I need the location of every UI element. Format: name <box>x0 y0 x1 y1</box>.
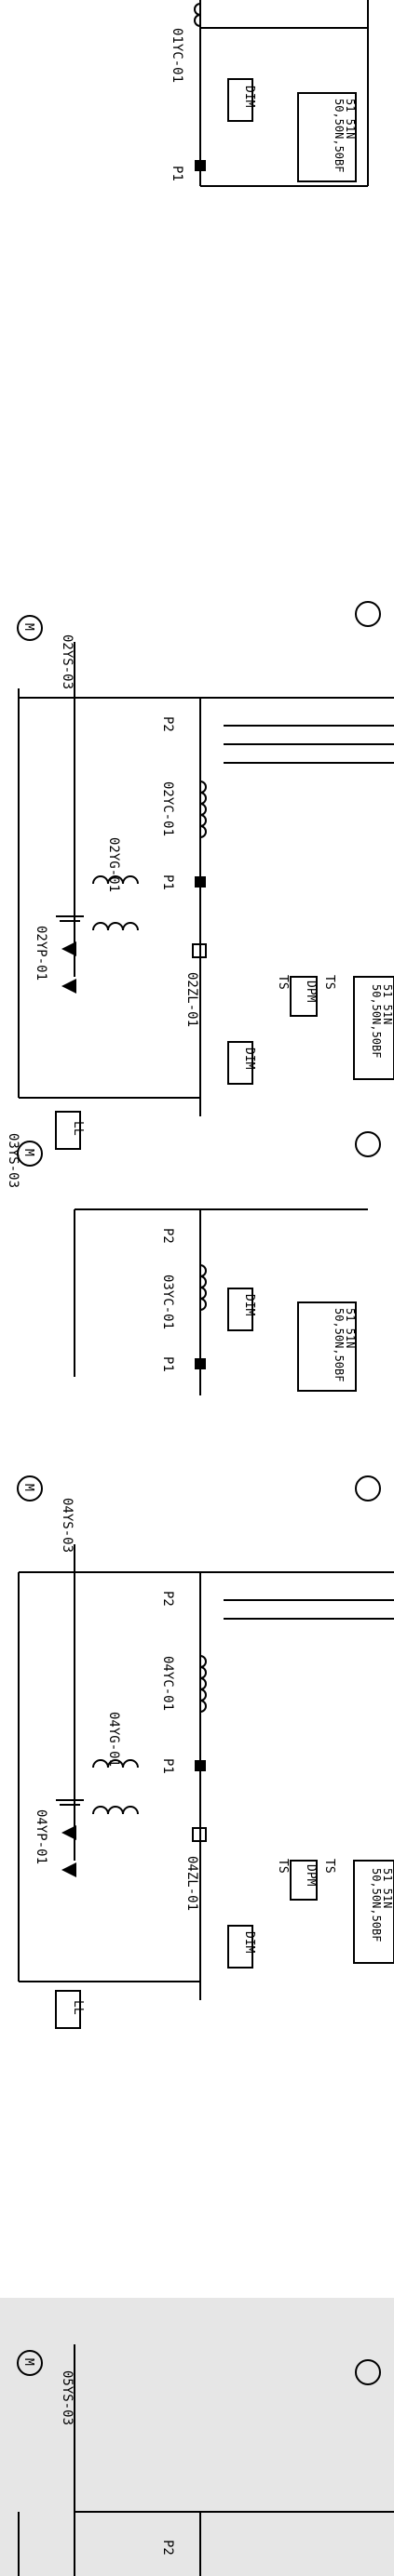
ct-coil <box>199 1264 207 1311</box>
ts-label-2: TS <box>322 1859 336 1874</box>
relay-label-line2: 51 51N <box>344 1308 357 1348</box>
transformer-symbol <box>92 875 139 885</box>
dpm-box <box>290 1860 318 1901</box>
relay-label-line2: 51 51N <box>381 1868 394 1908</box>
dim-box <box>227 1288 253 1331</box>
relay-label-line1: 50,50N,50BF <box>370 984 383 1058</box>
motor-icon <box>17 1475 43 1502</box>
shaded-panel <box>0 2298 394 2576</box>
dpm-label: DPM <box>304 981 318 1003</box>
ct-coil <box>194 3 201 27</box>
motor-label: M <box>21 623 35 631</box>
p1-label: P1 <box>160 874 175 890</box>
motor-icon <box>17 1141 43 1167</box>
dim-meter-label: DIM <box>242 86 256 108</box>
transformer-symbol-2 <box>92 1806 139 1815</box>
motor-icon-bottom <box>355 2359 381 2385</box>
yc-label: 04YC-01 <box>160 1656 175 1711</box>
motor-icon-bottom <box>355 1131 381 1157</box>
yp-label: 02YP-01 <box>34 926 48 981</box>
transformer-symbol-2 <box>92 922 139 931</box>
yc-label: 03YC-01 <box>160 1275 175 1329</box>
p2-label: P2 <box>160 716 175 732</box>
fuse-triangle-2 <box>61 979 76 994</box>
p1-label: P1 <box>160 1356 175 1372</box>
section-05: M 05YS-03 P2 <box>17 2344 394 2576</box>
p1-marker <box>195 160 206 171</box>
relay-label-line2: 51 51N <box>344 99 357 139</box>
ys-label: 04YS-03 <box>60 1498 75 1553</box>
p2-label: P2 <box>160 2540 175 2556</box>
dpm-label: DPM <box>304 1864 318 1887</box>
ll-label: LL <box>71 2000 85 2015</box>
yp-label: 04YP-01 <box>34 1809 48 1864</box>
p1-label: P1 <box>160 1758 175 1774</box>
relay-label-line1: 50,50N,50BF <box>333 1308 346 1381</box>
dim-label: DIM <box>242 1294 256 1316</box>
ct-coil <box>199 1655 207 1713</box>
pt-label: 01YC-01 <box>170 28 184 83</box>
zl-label: 04ZL-01 <box>184 1856 199 1911</box>
dpm-box <box>290 976 318 1017</box>
ll-box <box>55 1990 81 2029</box>
relay-box <box>297 92 357 182</box>
fuse-triangle <box>61 1825 76 1840</box>
motor-icon <box>17 2350 43 2376</box>
section-02: M 02YS-03 P2 02YC-01 02YG-01 P1 02YP-01 … <box>17 601 394 1150</box>
dim-label: DIM <box>242 1048 256 1070</box>
ll-label: LL <box>71 1121 85 1136</box>
relay-label-line2: 51 51N <box>381 984 394 1024</box>
p2-label: P2 <box>160 1591 175 1607</box>
section-01: P1 01YC-01 DIM 50,50N,50BF 51 51N <box>170 0 369 187</box>
motor-label: M <box>21 1484 35 1491</box>
dim-box <box>227 1041 253 1085</box>
motor-icon <box>17 615 43 641</box>
fuse-triangle <box>61 941 76 956</box>
yg-label: 02YG-01 <box>106 837 121 892</box>
p1-label: P1 <box>170 166 184 181</box>
p1-marker <box>195 1760 206 1771</box>
dim-meter <box>227 78 253 122</box>
zl-box <box>192 943 207 958</box>
p1-marker <box>195 1358 206 1369</box>
section-04: M 04YS-03 P2 04YC-01 04YG-01 P1 04YP-01 … <box>17 1475 394 2029</box>
ts-label-1: TS <box>276 975 290 990</box>
p2-label: P2 <box>160 1228 175 1244</box>
ys-label: 03YS-03 <box>6 1133 20 1188</box>
zl-label: 02ZL-01 <box>184 972 199 1027</box>
zl-box <box>192 1827 207 1842</box>
feeder-line <box>199 0 369 29</box>
motor-label: M <box>21 2358 35 2366</box>
relay-box <box>353 976 394 1080</box>
motor-icon-bottom <box>355 1475 381 1502</box>
relay-box <box>353 1860 394 1964</box>
fuse-triangle-2 <box>61 1862 76 1877</box>
motor-label: M <box>21 1149 35 1156</box>
dim-box <box>227 1925 253 1969</box>
ys-label: 02YS-03 <box>60 634 75 689</box>
ys-label: 05YS-03 <box>60 2370 75 2425</box>
relay-label-line1: 50,50N,50BF <box>370 1868 383 1942</box>
yc-label: 02YC-01 <box>160 781 175 836</box>
ts-label-1: TS <box>276 1859 290 1874</box>
ct-coil <box>199 781 207 838</box>
ts-label-2: TS <box>322 975 336 990</box>
ll-box <box>55 1111 81 1150</box>
p1-marker <box>195 876 206 888</box>
section-03: M 03YS-03 P2 03YC-01 P1 DIM 50,50N,50BF … <box>6 1131 381 1395</box>
motor-icon-bottom <box>355 601 381 627</box>
yg-label: 04YG-01 <box>106 1712 121 1767</box>
relay-box <box>297 1301 357 1392</box>
dim-label: DIM <box>242 1931 256 1954</box>
relay-label-line1: 50,50N,50BF <box>333 99 346 172</box>
transformer-symbol <box>92 1759 139 1768</box>
